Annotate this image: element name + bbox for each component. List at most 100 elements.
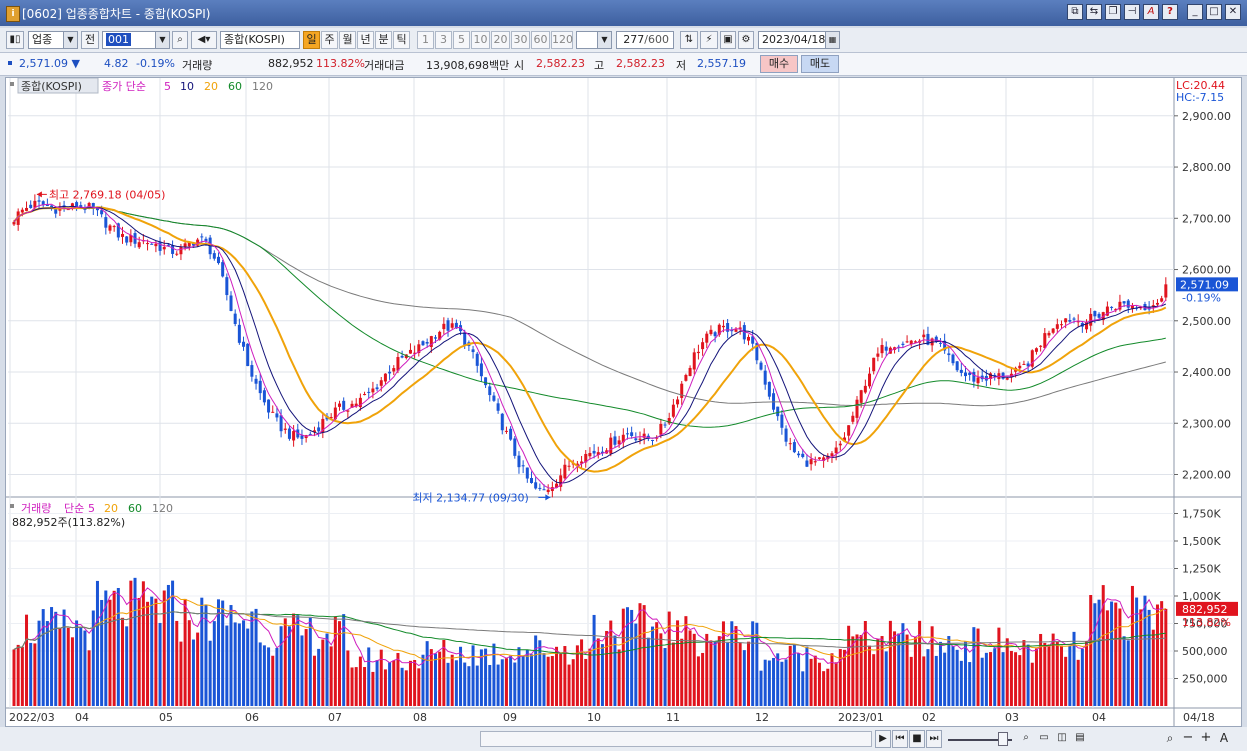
candle-body bbox=[33, 200, 37, 208]
rewind-icon[interactable]: ⏮ bbox=[892, 730, 908, 748]
volume-bar bbox=[943, 652, 947, 706]
volume-bar bbox=[930, 626, 934, 706]
volume-legend-item: 120 bbox=[152, 502, 173, 515]
chart-type-icon[interactable]: ⇅ bbox=[680, 31, 698, 49]
period-button[interactable]: 일 bbox=[303, 31, 320, 49]
horizontal-scrollbar[interactable] bbox=[480, 731, 872, 747]
zoom-out-icon[interactable]: ⌕ bbox=[1023, 732, 1029, 743]
chevron-down-icon[interactable]: ▼ bbox=[597, 32, 611, 48]
volume-bar bbox=[296, 615, 300, 706]
x-tick-label: 05 bbox=[159, 711, 173, 724]
maximize-icon[interactable]: □ bbox=[1206, 4, 1222, 20]
volume-bar bbox=[404, 670, 408, 706]
candle-body bbox=[1005, 378, 1009, 380]
volume-bar bbox=[872, 654, 876, 706]
candle-body bbox=[175, 253, 179, 255]
candle-body bbox=[1030, 350, 1034, 367]
volume-bar bbox=[358, 656, 362, 706]
buy-button[interactable]: 매수 bbox=[760, 55, 798, 73]
zoom-minus-icon[interactable]: − bbox=[1182, 730, 1194, 745]
volume-bar bbox=[91, 610, 95, 706]
current-volume-pct: 113.82% bbox=[1182, 616, 1231, 629]
volume-bar bbox=[396, 652, 400, 706]
candle-body bbox=[767, 381, 771, 397]
volume-bar bbox=[555, 646, 559, 706]
chart-area[interactable]: 2022/03 04 05 06 07 08 09 10 11 12 2023/01 02 03 04 04… bbox=[5, 77, 1242, 727]
sell-button[interactable]: 매도 bbox=[801, 55, 839, 73]
period-button[interactable]: 분 bbox=[375, 31, 392, 49]
chevron-down-icon[interactable]: ▼ bbox=[155, 32, 169, 48]
volume-bar bbox=[813, 655, 817, 706]
candle-body bbox=[108, 225, 112, 231]
candle-body bbox=[701, 342, 705, 350]
toggle-icon[interactable]: ⇆ bbox=[1086, 4, 1102, 20]
close-icon[interactable]: ✕ bbox=[1225, 4, 1241, 20]
candle-body bbox=[254, 378, 258, 384]
indicator-icon[interactable]: ⚡ bbox=[700, 31, 718, 49]
period-button[interactable]: 주 bbox=[321, 31, 338, 49]
period-button[interactable]: 월 bbox=[339, 31, 356, 49]
interval-custom-select[interactable]: ▼ bbox=[576, 31, 612, 49]
chevron-down-icon[interactable]: ▼ bbox=[63, 32, 77, 48]
period-button[interactable]: 년 bbox=[357, 31, 374, 49]
candle-body bbox=[868, 373, 872, 387]
date-field[interactable]: 2023/04/18 ▦ bbox=[758, 31, 840, 49]
period-button[interactable]: 틱 bbox=[393, 31, 410, 49]
candle-body bbox=[225, 277, 229, 296]
font-icon[interactable]: A bbox=[1143, 4, 1159, 20]
interval-button[interactable]: 30 bbox=[511, 31, 530, 49]
forward-icon[interactable]: ⏭ bbox=[926, 730, 942, 748]
interval-button[interactable]: 20 bbox=[491, 31, 510, 49]
help-icon[interactable]: ? bbox=[1162, 4, 1178, 20]
market-select[interactable]: 업종 ▼ bbox=[28, 31, 78, 49]
interval-button[interactable]: 60 bbox=[531, 31, 550, 49]
candle-body bbox=[1155, 302, 1159, 305]
volume-bar bbox=[630, 609, 634, 706]
pin-icon[interactable]: ⊣ bbox=[1124, 4, 1140, 20]
zoom-plus-icon[interactable]: + bbox=[1200, 730, 1212, 745]
font-size-icon[interactable]: A bbox=[1219, 731, 1229, 745]
chart-svg[interactable]: 2022/03 04 05 06 07 08 09 10 11 12 2023/01 02 03 04 04… bbox=[6, 78, 1241, 726]
volume-bar bbox=[121, 617, 125, 706]
candle-body bbox=[993, 374, 997, 377]
sector-name-field[interactable]: 종합(KOSPI) bbox=[220, 31, 300, 49]
candle-body bbox=[250, 365, 254, 377]
copy-icon[interactable]: ❐ bbox=[1105, 4, 1121, 20]
zoom-slider-thumb[interactable] bbox=[998, 732, 1008, 746]
interval-button[interactable]: 120 bbox=[551, 31, 573, 49]
volume-bar bbox=[600, 644, 604, 706]
link-icon[interactable]: ⧉ bbox=[1067, 4, 1083, 20]
interval-button[interactable]: 1 bbox=[417, 31, 434, 49]
volume-bar bbox=[1068, 645, 1072, 706]
candle-body bbox=[317, 427, 321, 432]
stop-icon[interactable]: ■ bbox=[909, 730, 925, 748]
code-input[interactable]: 001 ▼ bbox=[102, 31, 170, 49]
save-icon[interactable]: ▣ bbox=[720, 31, 736, 49]
candle-body bbox=[684, 374, 688, 381]
minus-icon[interactable]: ▭ bbox=[1039, 732, 1049, 743]
volume-bar bbox=[776, 653, 780, 706]
volume-bar bbox=[158, 622, 162, 706]
magnifier-icon[interactable]: ⌕ bbox=[1166, 731, 1174, 745]
calendar-icon[interactable]: ▦ bbox=[825, 32, 839, 48]
zoom-slider[interactable] bbox=[946, 730, 1014, 746]
count-field[interactable]: 277/600 bbox=[616, 31, 674, 49]
volume-bar bbox=[797, 653, 801, 706]
volume-bar bbox=[1001, 652, 1005, 706]
candle-body bbox=[121, 233, 125, 237]
settings-icon[interactable]: ⚙ bbox=[738, 31, 754, 49]
interval-button[interactable]: 3 bbox=[435, 31, 452, 49]
plus-icon[interactable]: ◫ bbox=[1057, 732, 1067, 743]
interval-button[interactable]: 5 bbox=[453, 31, 470, 49]
candle-body bbox=[221, 262, 225, 277]
minimize-icon[interactable]: _ bbox=[1187, 4, 1203, 20]
volume-bar bbox=[884, 651, 888, 706]
market-type-icon[interactable]: ▮▯ bbox=[6, 31, 24, 49]
all-button[interactable]: 전 bbox=[81, 31, 99, 49]
search-icon[interactable]: ⌕ bbox=[172, 31, 188, 49]
text-icon[interactable]: ▤ bbox=[1075, 732, 1085, 743]
volume-bar bbox=[304, 629, 308, 706]
play-icon[interactable]: ▶ bbox=[875, 730, 891, 748]
speaker-icon[interactable]: ◀▾ bbox=[191, 31, 217, 49]
interval-button[interactable]: 10 bbox=[471, 31, 490, 49]
